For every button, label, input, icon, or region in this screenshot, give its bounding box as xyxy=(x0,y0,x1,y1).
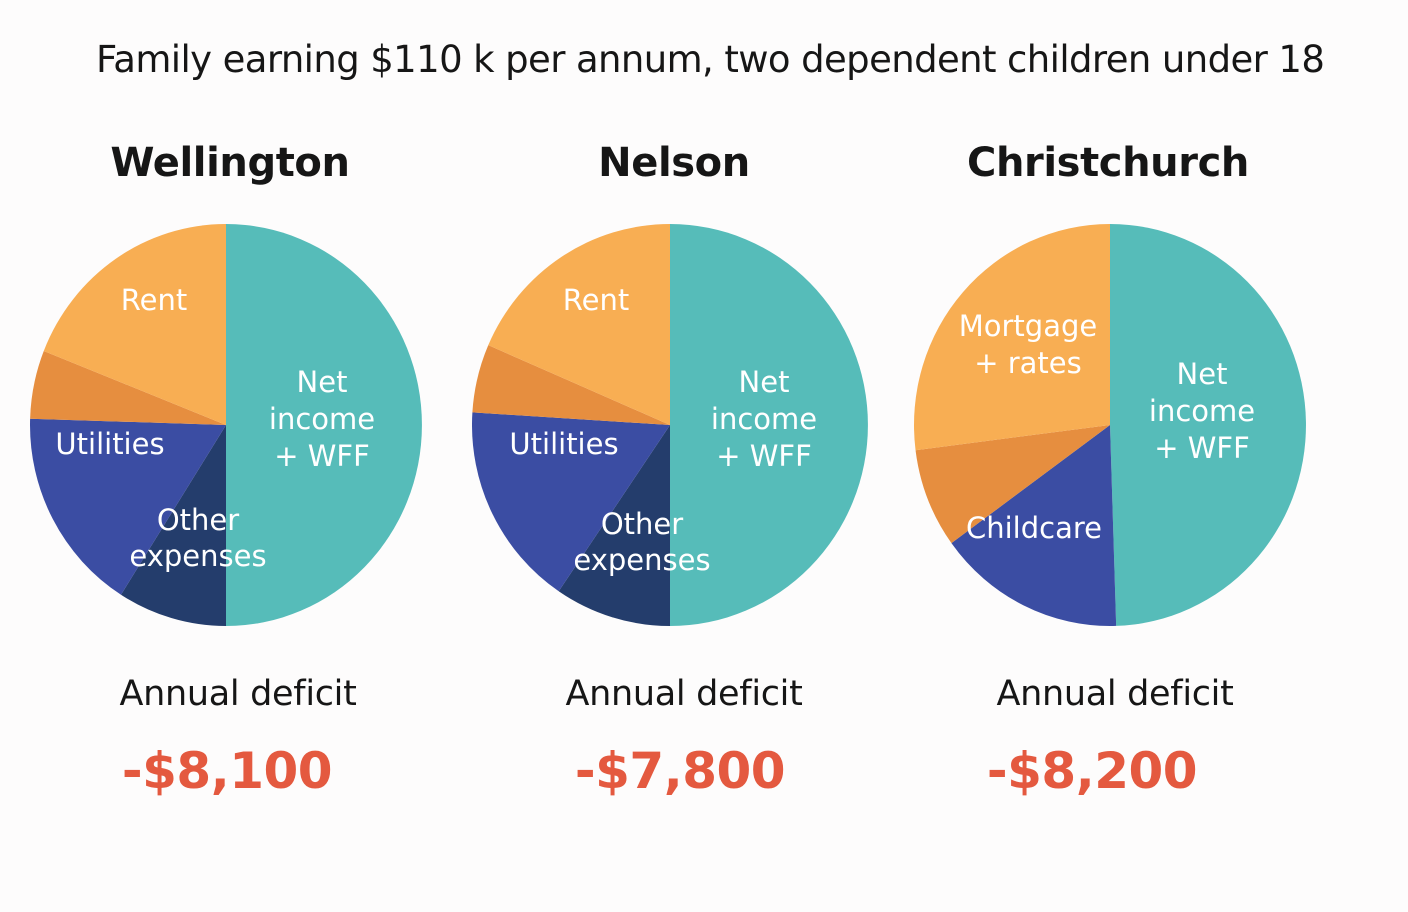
pie-slice-label: Other expenses xyxy=(129,503,266,573)
pie-slice-utilities xyxy=(472,412,670,592)
pie-slice-label: Other expenses xyxy=(573,507,710,577)
pie-slice-label: Utilities xyxy=(509,427,618,461)
deficit-label: Annual deficit xyxy=(565,674,803,714)
pie-slice-label: Rent xyxy=(563,283,629,317)
pie-slice-label: Rent xyxy=(121,283,187,317)
pie-slice-childcare xyxy=(951,425,1117,626)
deficit-label: Annual deficit xyxy=(119,674,357,714)
deficit-label: Annual deficit xyxy=(996,674,1234,714)
pie-slice-label: Net income + WFF xyxy=(711,365,817,473)
pie-slice-other-expenses xyxy=(120,425,226,626)
pie-title: Wellington xyxy=(110,140,350,186)
deficit-value: -$8,200 xyxy=(986,742,1198,800)
pie-slice-unlabeled xyxy=(30,351,226,425)
pie-slice-label: Childcare xyxy=(966,511,1102,545)
pie-title: Nelson xyxy=(598,140,750,186)
pie-slice-net-income-wff xyxy=(1110,224,1306,626)
pie-panel-wellington: Wellington Net income + WFF Other expenses Ut… xyxy=(0,0,460,912)
pie-slice-rent xyxy=(488,224,670,425)
pie-slice-rent xyxy=(43,224,226,425)
pie-chart-christchurch: Net income + WFF Childcare Mortgage + rates xyxy=(914,224,1306,626)
pie-panel-christchurch: Christchurch Net income + WFF Childcare Mort… xyxy=(878,0,1338,912)
pie-slice-net-income-wff xyxy=(670,224,868,626)
pie-slice-net-income-wff xyxy=(226,224,422,626)
deficit-value: -$8,100 xyxy=(121,742,333,800)
pie-slice-mortgage-rates xyxy=(914,224,1110,451)
pie-slice-other-expenses xyxy=(558,425,670,626)
pie-slice-label: Net income + WFF xyxy=(269,365,375,473)
pie-title: Christchurch xyxy=(967,140,1249,186)
pie-slice-label: Utilities xyxy=(55,427,164,461)
deficit-value: -$7,800 xyxy=(574,742,786,800)
pie-slice-label: Mortgage + rates xyxy=(959,309,1098,380)
pie-slice-label: Net income + WFF xyxy=(1149,357,1255,465)
pie-panel-nelson: Nelson Net income + WFF Other expenses Utilit… xyxy=(444,0,904,912)
chart-title: Family earning $110 k per annum, two dep… xyxy=(96,38,1325,81)
pie-slice-utilities xyxy=(30,418,227,595)
pie-slice-unlabeled xyxy=(472,345,670,425)
pie-slice-unlabeled xyxy=(915,425,1110,544)
